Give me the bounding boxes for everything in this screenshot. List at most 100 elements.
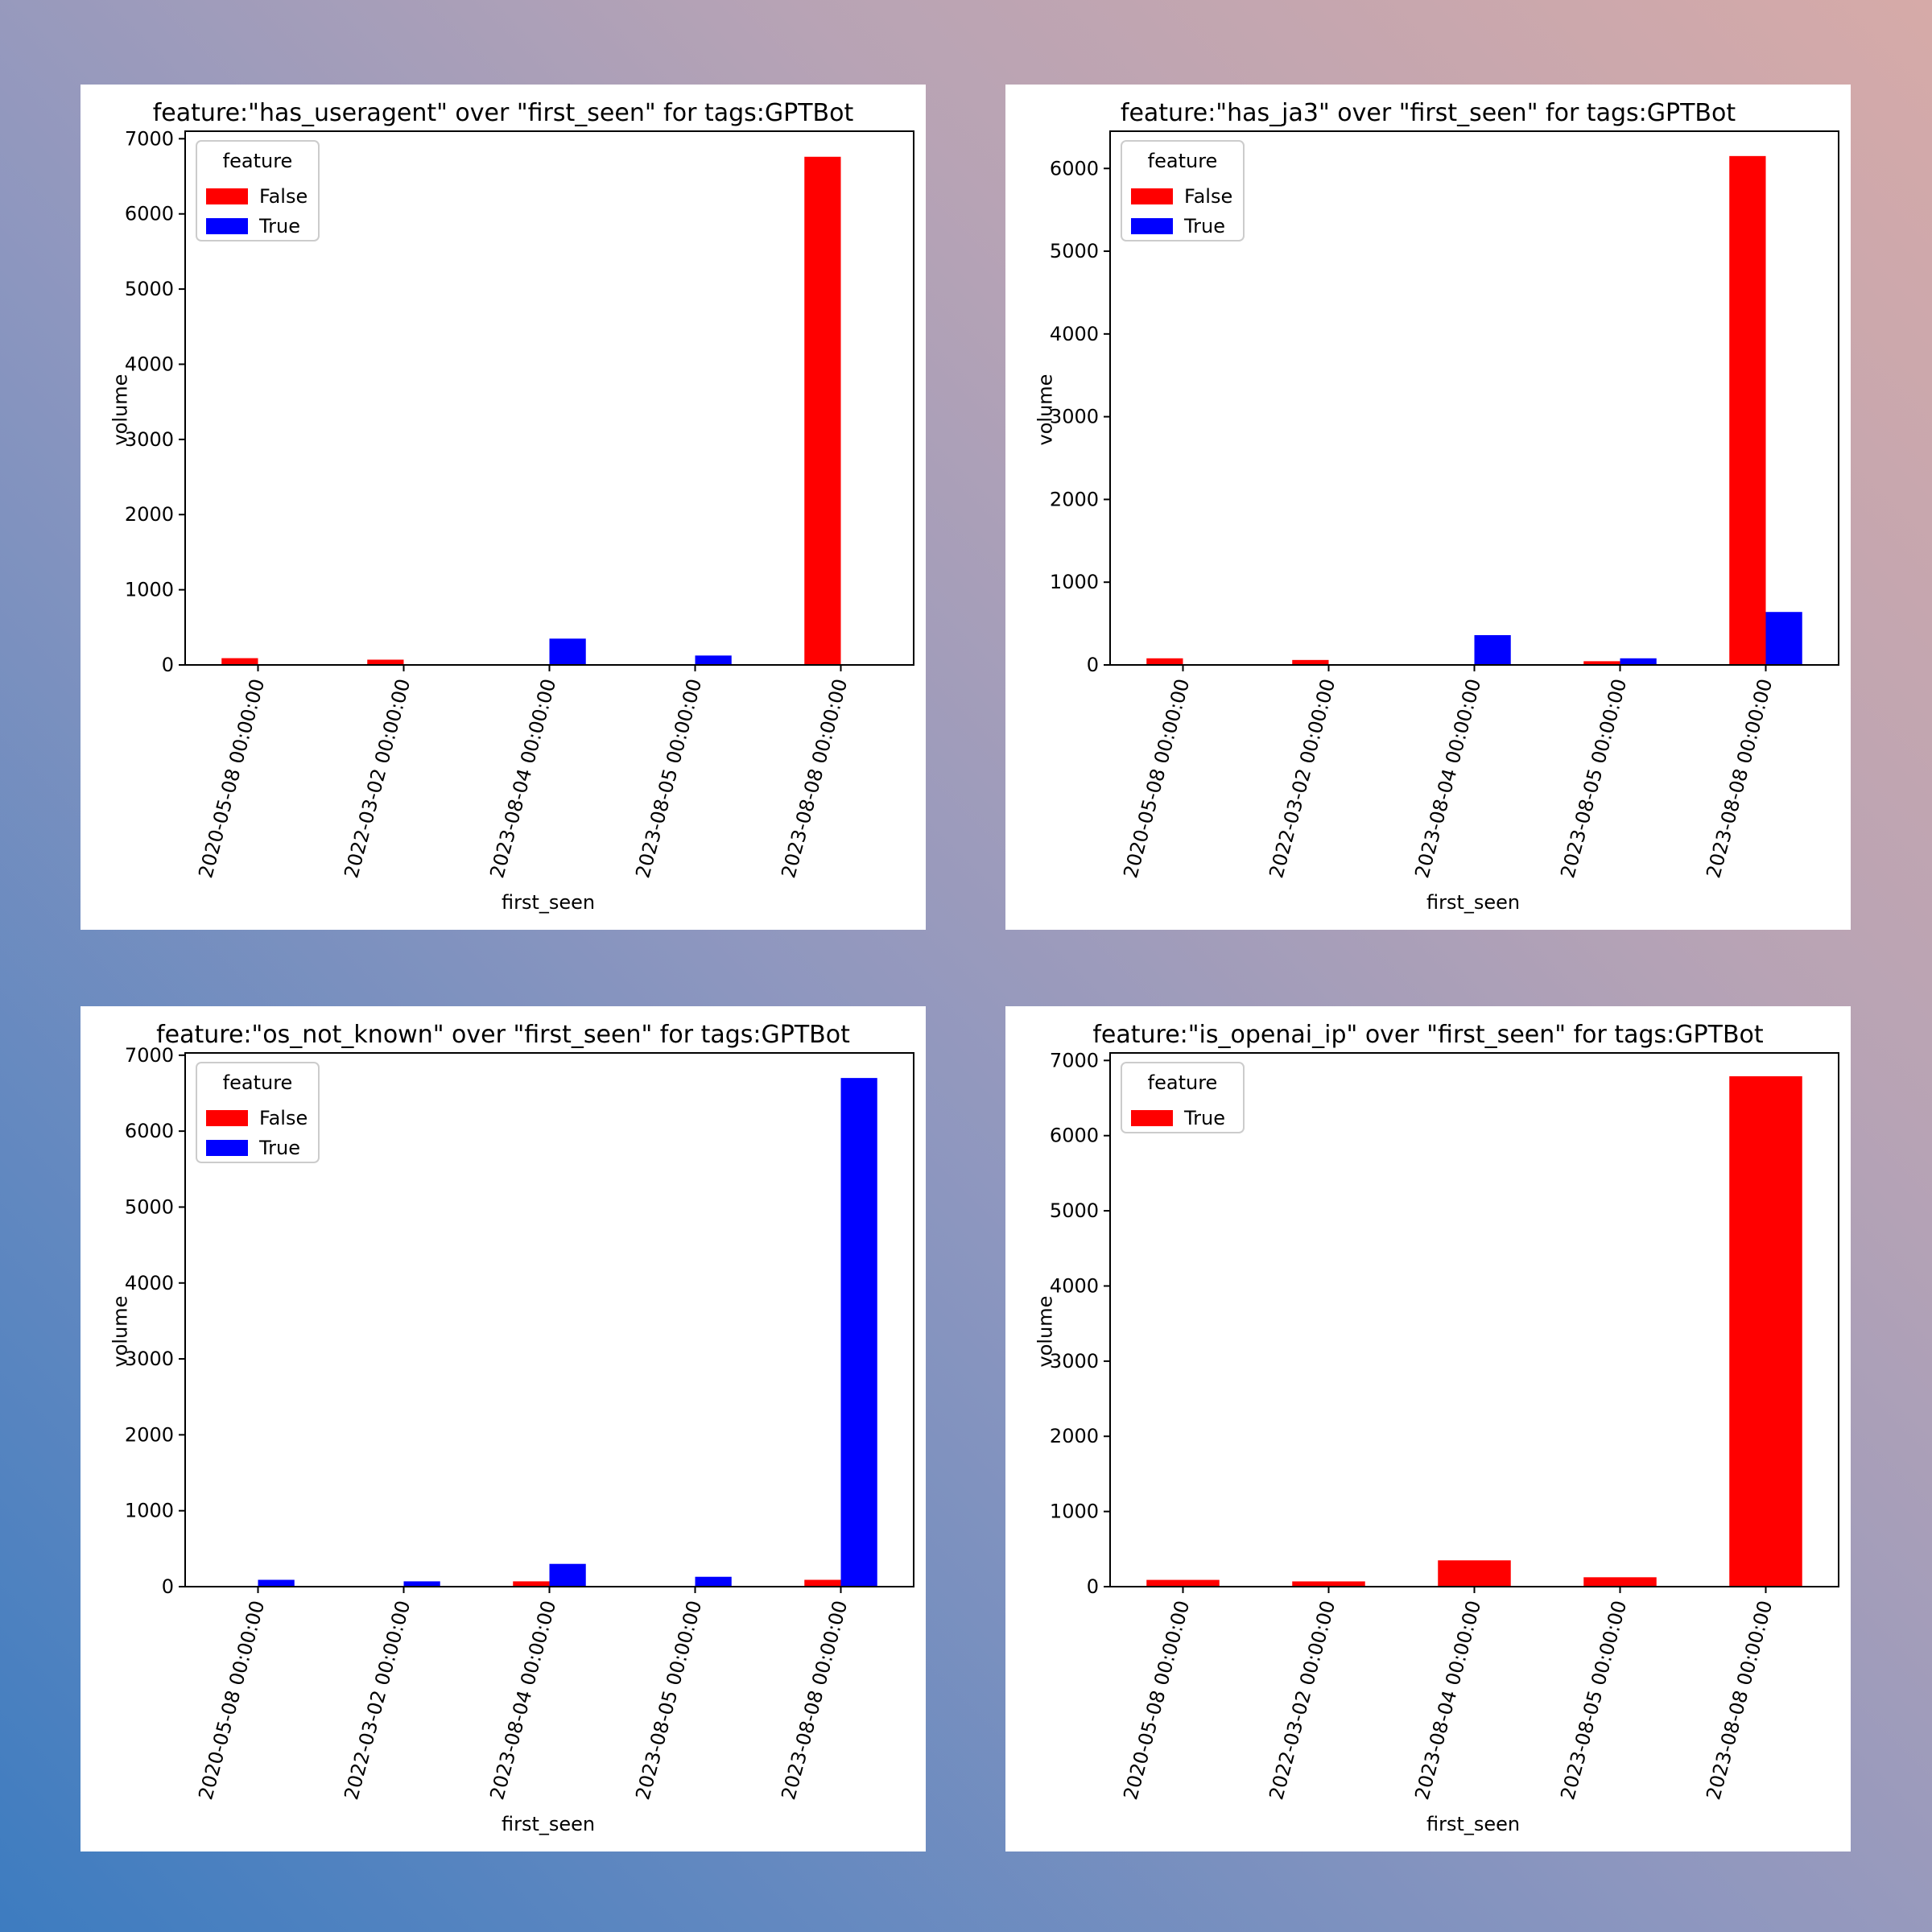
bar	[804, 156, 841, 666]
x-axis-label: first_seen	[1426, 1813, 1521, 1835]
chart-panel-has-useragent: feature:"has_useragent" over "first_seen…	[80, 85, 926, 930]
bar	[1729, 155, 1766, 665]
legend-label: False	[259, 185, 308, 208]
y-axis-label: volume	[109, 1295, 132, 1368]
bars	[221, 156, 841, 666]
bar	[549, 638, 586, 665]
x-tick-label: 2023-08-05 00:00:00	[631, 676, 706, 880]
bar	[1292, 659, 1329, 665]
x-tick-label: 2020-05-08 00:00:00	[194, 1598, 269, 1802]
bar	[1765, 612, 1802, 665]
y-tick-label: 2000	[1050, 1425, 1099, 1447]
legend-swatch	[206, 1140, 248, 1156]
legend-swatch	[206, 188, 248, 204]
chart-title: feature:"is_openai_ip" over "first_seen"…	[1092, 1021, 1764, 1049]
x-tick-label: 2023-08-08 00:00:00	[1702, 676, 1777, 880]
y-tick-label: 6000	[125, 203, 174, 225]
x-axis-label: first_seen	[502, 1813, 596, 1835]
y-tick-label: 2000	[125, 503, 174, 526]
legend-swatch	[1131, 1110, 1173, 1126]
y-tick-label: 6000	[1050, 157, 1099, 180]
y-tick-label: 0	[162, 1575, 174, 1598]
bar	[1438, 1560, 1511, 1587]
bar	[403, 1581, 440, 1587]
y-tick-label: 4000	[1050, 323, 1099, 345]
y-tick-label: 3000	[1050, 406, 1099, 428]
bar	[1729, 1075, 1802, 1587]
chart-panel-is-openai-ip: feature:"is_openai_ip" over "first_seen"…	[1005, 1006, 1851, 1852]
legend: feature False True	[196, 1062, 320, 1163]
legend-title: feature	[1148, 1071, 1218, 1094]
y-tick-label: 6000	[1050, 1125, 1099, 1147]
y-tick-label: 3000	[125, 428, 174, 451]
legend-swatch	[1131, 218, 1173, 234]
legend-swatch	[206, 218, 248, 234]
legend-label: False	[259, 1107, 308, 1129]
y-tick-label: 5000	[125, 278, 174, 300]
bar	[1474, 634, 1511, 665]
legend: feature True	[1121, 1062, 1245, 1133]
bar	[695, 1576, 732, 1587]
x-tick-label: 2023-08-04 00:00:00	[1410, 1598, 1485, 1802]
bar	[1292, 1581, 1365, 1587]
x-tick-label: 2022-03-02 00:00:00	[340, 1598, 415, 1802]
chart-title: feature:"has_ja3" over "first_seen" for …	[1120, 99, 1736, 127]
legend: feature False True	[196, 140, 320, 242]
legend: feature False True	[1121, 140, 1245, 242]
y-tick-label: 1000	[125, 1500, 174, 1522]
y-axis-label: volume	[109, 374, 132, 446]
chart-title: feature:"os_not_known" over "first_seen"…	[156, 1021, 850, 1049]
legend-label: True	[258, 1137, 300, 1159]
legend-label: True	[258, 215, 300, 237]
bar	[840, 1078, 877, 1587]
y-tick-label: 7000	[125, 1044, 174, 1067]
chart-plot: 0 1000 2000 3000 4000 5000 6000 2020-05-08 00:0…	[1050, 130, 1839, 881]
y-tick-label: 4000	[1050, 1274, 1099, 1297]
y-axis-label: volume	[1034, 374, 1057, 446]
legend-title: feature	[223, 1071, 293, 1094]
y-tick-label: 0	[1087, 654, 1099, 676]
chart-plot: 0 1000 2000 3000 4000 5000 6000 7000 2020-05-08 …	[125, 1044, 914, 1802]
y-tick-label: 2000	[1050, 488, 1099, 510]
chart-panel-os-not-known: feature:"os_not_known" over "first_seen"…	[80, 1006, 926, 1852]
y-tick-label: 7000	[125, 127, 174, 150]
legend-swatch	[1131, 188, 1173, 204]
legend-label: False	[1184, 185, 1232, 208]
x-tick-label: 2020-05-08 00:00:00	[194, 676, 269, 880]
x-tick-label: 2023-08-08 00:00:00	[1702, 1598, 1777, 1802]
x-tick-label: 2023-08-04 00:00:00	[1410, 676, 1485, 880]
x-tick-label: 2023-08-05 00:00:00	[631, 1598, 706, 1802]
y-tick-label: 4000	[125, 353, 174, 375]
y-tick-label: 4000	[125, 1272, 174, 1294]
chart-panel-has-ja3: feature:"has_ja3" over "first_seen" for …	[1005, 85, 1851, 930]
y-tick-label: 3000	[125, 1348, 174, 1370]
legend-title: feature	[223, 150, 293, 172]
bar	[258, 1579, 295, 1587]
bar	[1583, 661, 1620, 665]
x-tick-label: 2022-03-02 00:00:00	[1265, 676, 1340, 880]
x-tick-label: 2022-03-02 00:00:00	[340, 676, 415, 880]
chart-plot: 0 1000 2000 3000 4000 5000 6000 7000 2020-05-08 …	[125, 127, 914, 881]
legend-swatch	[206, 1110, 248, 1126]
bar	[1146, 1579, 1220, 1587]
bars	[1146, 1075, 1802, 1587]
x-axis-label: first_seen	[1426, 891, 1521, 914]
x-axis-label: first_seen	[502, 891, 596, 914]
y-tick-label: 3000	[1050, 1350, 1099, 1373]
bar	[513, 1581, 550, 1587]
y-tick-label: 7000	[1050, 1049, 1099, 1071]
x-tick-label: 2023-08-05 00:00:00	[1556, 676, 1631, 880]
y-tick-label: 5000	[1050, 240, 1099, 262]
x-tick-label: 2023-08-05 00:00:00	[1556, 1598, 1631, 1802]
x-tick-label: 2023-08-08 00:00:00	[777, 1598, 852, 1802]
y-tick-label: 0	[162, 654, 174, 676]
bars	[258, 1078, 877, 1587]
bar	[804, 1579, 841, 1587]
chart-title: feature:"has_useragent" over "first_seen…	[152, 99, 854, 127]
x-tick-label: 2023-08-04 00:00:00	[485, 1598, 560, 1802]
y-tick-label: 1000	[1050, 571, 1099, 593]
bar	[1583, 1577, 1657, 1587]
y-axis-label: volume	[1034, 1295, 1057, 1368]
y-tick-label: 6000	[125, 1120, 174, 1142]
bar	[1620, 658, 1657, 665]
